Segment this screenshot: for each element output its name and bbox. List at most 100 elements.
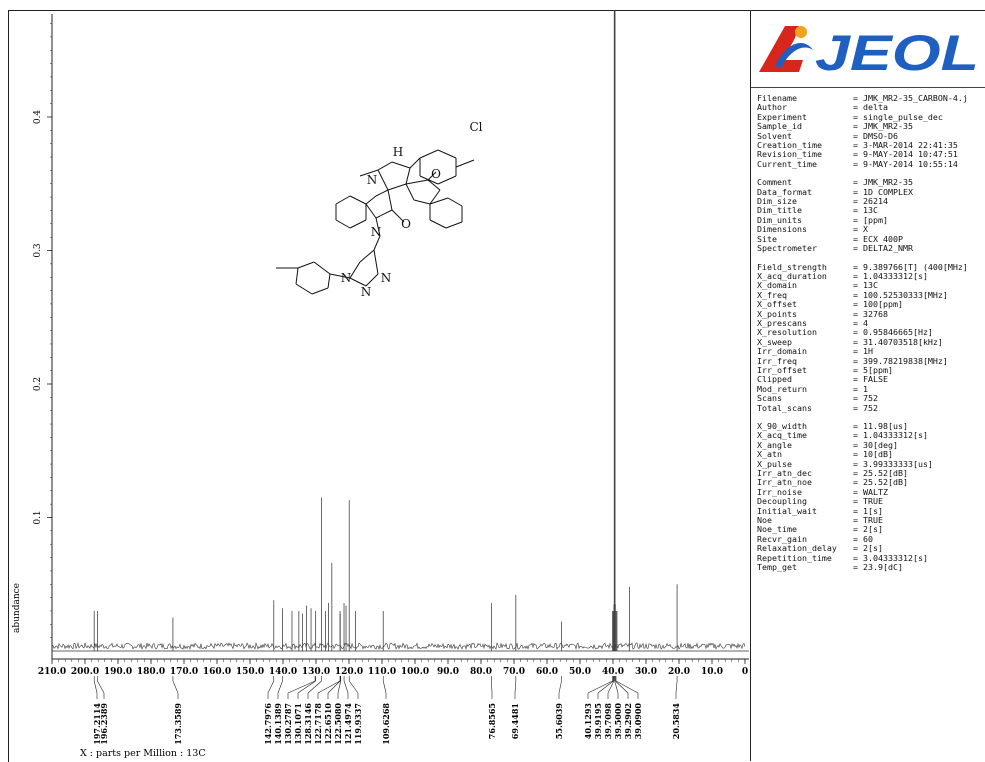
param-equals: = [853,468,858,479]
jeol-logo: JEOL [759,25,979,81]
structure-bond [377,169,389,191]
param-value: WALTZ [863,486,888,497]
param-equals: = [853,93,858,103]
param-value: DELTA2_NMR [863,243,913,254]
peak-label: 39.9195 [593,703,603,739]
param-equals: = [853,102,858,113]
param-key: Dim_units [757,214,802,225]
structure-atom-label: Cl [469,120,482,134]
param-key: X_angle [757,439,792,450]
param-key: Irr_domain [757,346,807,357]
y-axis-label: abundance [12,583,22,633]
structure-bond [405,179,429,185]
x-tick-label: 70.0 [503,667,525,677]
param-row: X_pulse = 3.99333333[us] [757,458,983,469]
param-key: Irr_atn_dec [757,468,812,479]
param-value: 9-MAY-2014 10:55:14 [863,158,958,169]
structure-bond [429,197,449,205]
structure-bond [419,149,439,159]
param-key: Repetition_time [757,552,832,563]
param-key: X_prescans [757,317,807,328]
param-value: 399.78219838[MHz] [863,355,948,366]
jeol-wordmark: JEOL [815,25,979,81]
param-value: JMK_MR2-35 [863,121,913,132]
param-equals: = [853,149,858,160]
label-leader [97,680,105,694]
peak-label: 39.0900 [633,703,643,740]
param-row: Field_strength = 9.389766[T] (400[MHz] [757,261,983,272]
label-leader [587,680,613,694]
label-leader [675,680,678,694]
param-row: X_90_width = 11.98[us] [757,421,983,431]
param-equals: = [853,486,858,497]
param-value: 3.04333312[s] [863,552,928,563]
param-row: Repetition_time = 3.04333312[s] [757,552,983,563]
param-row: Spectrometer = DELTA2_NMR [757,243,983,254]
param-equals: = [853,430,858,441]
param-row: Irr_atn_dec = 25.52[dB] [757,468,983,479]
structure-atom-label: O [431,167,441,181]
param-key: Irr_freq [757,355,797,366]
param-row: Initial_wait = 1[s] [757,505,983,516]
param-equals: = [853,186,858,197]
x-tick-label: 160.0 [203,667,231,677]
param-value: 100.52530333[MHz] [863,289,948,300]
label-leader [327,680,341,694]
param-key: Dimensions [757,224,807,235]
param-value: 100[ppm] [863,299,903,310]
x-tick-label: 10.0 [701,667,723,677]
param-row: Noe_time = 2[s] [757,524,983,535]
param-value: 1H [863,346,873,357]
param-row: X_offset = 100[ppm] [757,299,983,310]
x-axis-label: X : parts per Million : 13C [80,748,206,759]
structure-bond [437,149,457,159]
x-tick-label: 120.0 [335,667,363,677]
param-key: Mod_return [757,383,807,394]
structure-bond [375,209,393,219]
label-leader [172,680,179,694]
peak-label: 55.6039 [554,703,564,740]
param-row: Irr_atn_noe = 25.52[dB] [757,478,983,488]
structure-bond [377,161,393,171]
param-equals: = [853,505,858,516]
param-value: JMK_MR2-35 [863,177,913,188]
param-equals: = [853,177,858,188]
x-tick-label: 200.0 [71,667,99,677]
param-key: X_resolution [757,327,817,338]
peak-label: 69.4481 [510,703,520,739]
structure-bond [349,261,361,279]
param-value: X [863,224,868,235]
param-equals: = [853,270,858,281]
param-row: X_prescans = 4 [757,317,983,328]
param-value: 23.9[dC] [863,562,903,573]
param-value: 752 [863,402,878,413]
peak-label: 140.1389 [273,703,283,745]
param-key: Noe_time [757,524,797,535]
param-key: Total_scans [757,402,812,413]
jeol-mark-icon [759,26,803,72]
structure-bond [373,235,381,251]
param-row: Dim_units = [ppm] [757,214,983,225]
param-row: Noe = TRUE [757,515,983,525]
param-equals: = [853,355,858,366]
param-value: 13C [863,280,878,291]
peak-label: 173.3589 [173,703,183,745]
param-key: Scans [757,393,782,404]
param-equals: = [853,289,858,300]
param-equals: = [853,233,858,244]
param-key: Sample_id [757,121,802,132]
label-leader [317,680,341,694]
param-key: X_pulse [757,458,792,469]
label-leader [558,680,562,694]
param-value: JMK_MR2-35_CARBON-4.j [863,93,968,103]
param-key: Comment [757,177,792,188]
param-equals: = [853,383,858,394]
param-value: DMSO-D6 [863,130,898,141]
param-key: Creation_time [757,140,822,151]
peak-label: 121.4974 [343,703,353,745]
param-equals: = [853,346,858,357]
param-value: 11.98[us] [863,421,908,431]
param-key: Field_strength [757,261,827,272]
structure-atom-label: N [367,173,378,187]
structure-bond [313,261,331,275]
